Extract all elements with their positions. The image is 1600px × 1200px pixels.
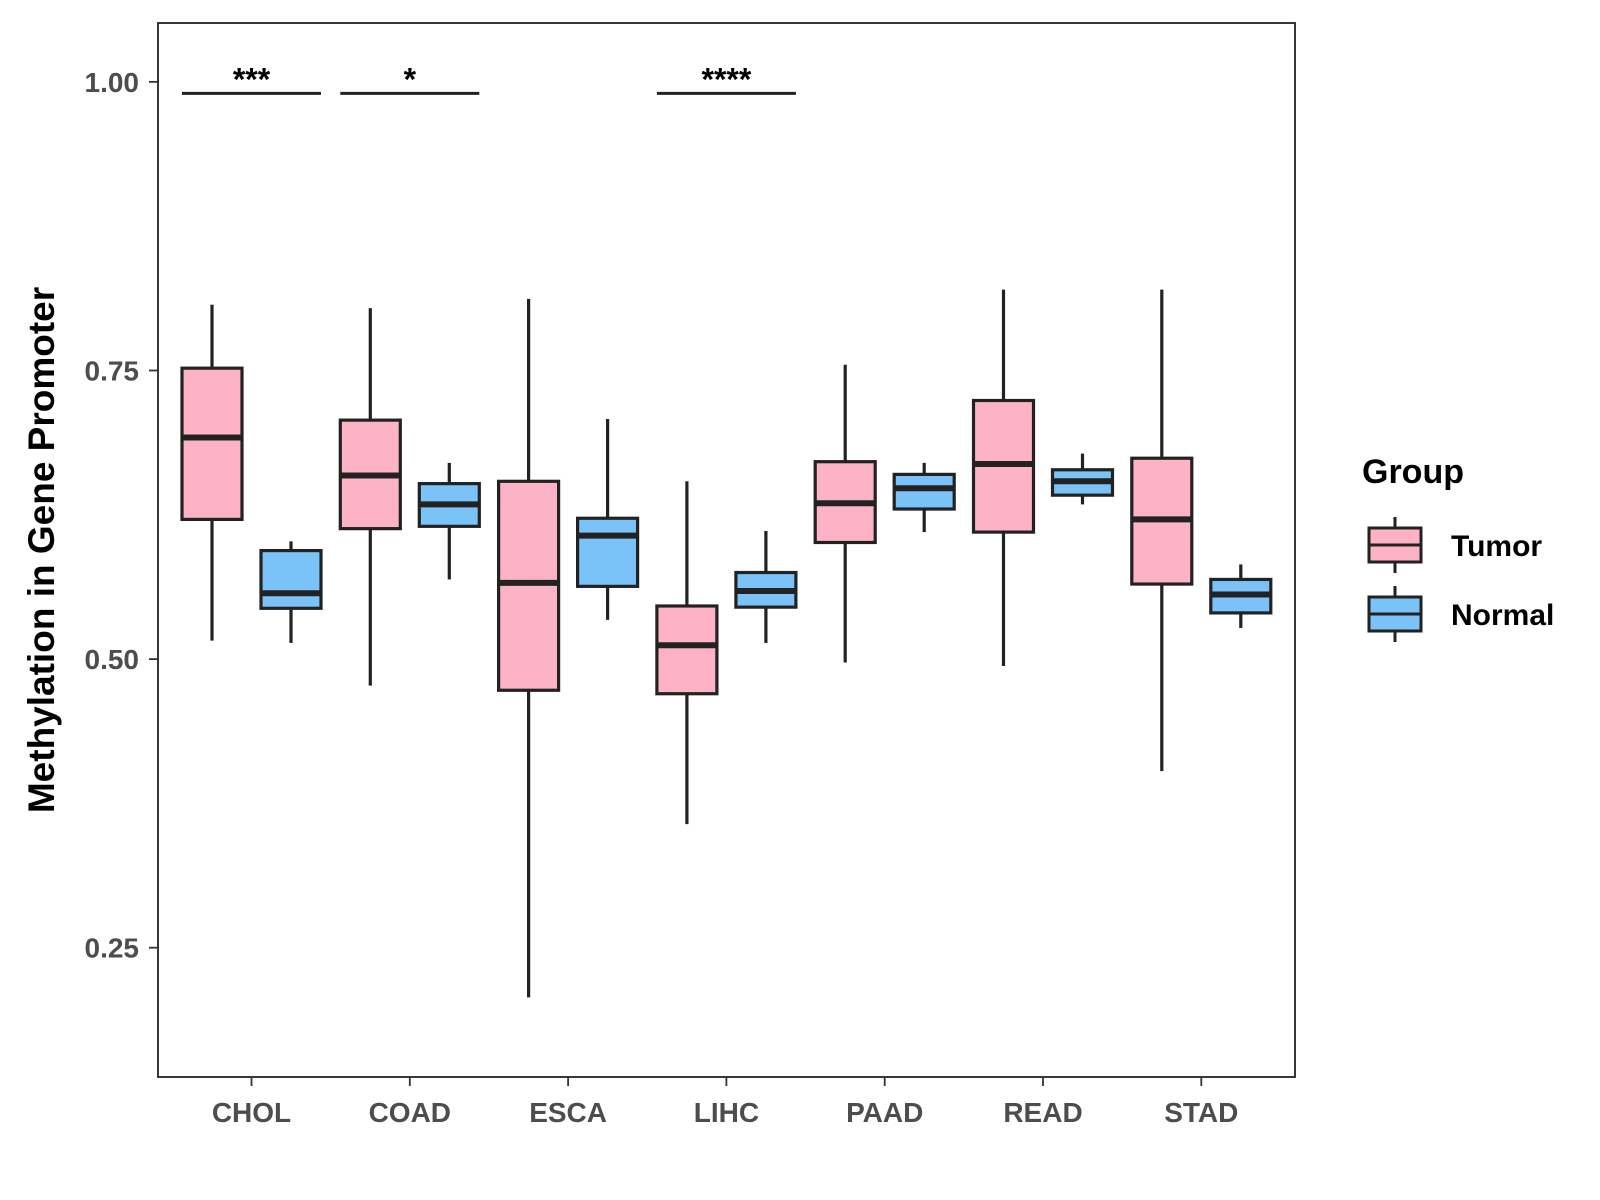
- box-coad-tumor: [338, 308, 402, 686]
- legend-label-normal: Normal: [1451, 599, 1554, 632]
- box-esca-normal: [575, 418, 640, 620]
- legend-title: Group: [1362, 453, 1464, 491]
- box-read-tumor: [971, 289, 1036, 667]
- box-paad-normal: [892, 462, 956, 533]
- legend-item-tumor: Tumor: [1367, 517, 1542, 573]
- box-chol-tumor: [180, 304, 244, 641]
- box-iqr-paad-normal: [892, 472, 956, 511]
- x-tick-label-read: READ: [1003, 1097, 1082, 1128]
- y-tick-label: 0.25: [85, 933, 140, 964]
- box-lihc-normal: [734, 530, 798, 643]
- legend-label-tumor: Tumor: [1451, 530, 1542, 563]
- box-read-normal: [1050, 453, 1115, 505]
- box-paad-tumor: [813, 364, 877, 663]
- significance-layer: *** * ****: [182, 61, 796, 97]
- box-coad-normal: [417, 462, 481, 580]
- significance-label-lihc: ****: [701, 61, 751, 97]
- legend-item-normal: Normal: [1367, 586, 1554, 642]
- x-tick-label-lihc: LIHC: [694, 1097, 759, 1128]
- box-stad-tumor: [1130, 289, 1194, 772]
- box-iqr-lihc-tumor: [655, 604, 719, 696]
- box-chol-normal: [259, 541, 323, 643]
- box-iqr-esca-normal: [575, 516, 640, 588]
- box-iqr-chol-tumor: [180, 366, 244, 522]
- boxes-layer: [180, 289, 1273, 998]
- x-axis: CHOL COAD ESCA LIHC PAAD READ STAD: [212, 1077, 1238, 1128]
- x-tick-label-chol: CHOL: [212, 1097, 291, 1128]
- y-tick-label: 0.50: [85, 644, 140, 675]
- significance-label-chol: ***: [233, 61, 271, 97]
- y-tick-label: 1.00: [85, 67, 140, 98]
- box-lihc-tumor: [655, 481, 719, 825]
- box-iqr-chol-normal: [259, 548, 323, 610]
- x-tick-label-stad: STAD: [1164, 1097, 1238, 1128]
- y-axis-title: Methylation in Gene Promoter: [21, 287, 62, 813]
- box-esca-tumor: [497, 298, 561, 998]
- box-stad-normal: [1209, 564, 1273, 628]
- y-axis: 0.25 0.50 0.75 1.00: [85, 67, 158, 964]
- x-tick-label-coad: COAD: [369, 1097, 451, 1128]
- legend: Group Tumor Normal: [1362, 453, 1554, 642]
- x-tick-label-esca: ESCA: [529, 1097, 607, 1128]
- y-tick-label: 0.75: [85, 355, 140, 386]
- x-tick-label-paad: PAAD: [846, 1097, 923, 1128]
- significance-label-coad: *: [404, 61, 417, 97]
